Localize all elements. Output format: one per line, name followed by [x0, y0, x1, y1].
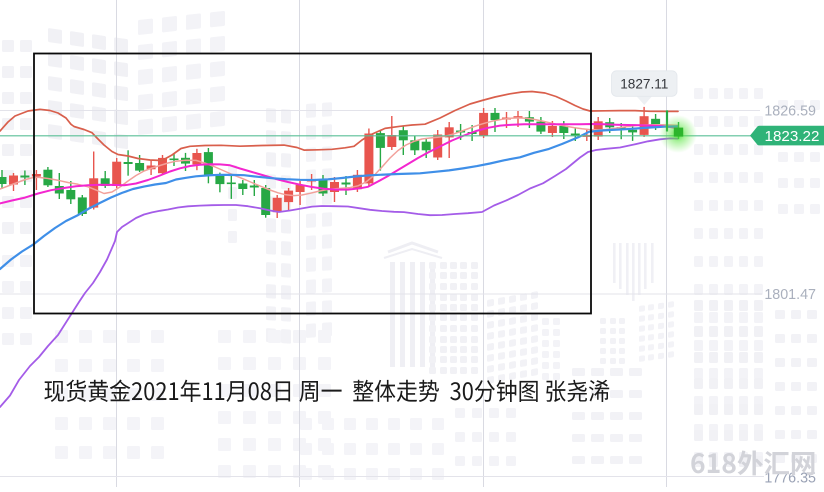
svg-text:1823.22: 1823.22: [765, 128, 820, 145]
svg-text:1826.59: 1826.59: [764, 103, 816, 119]
svg-text:1776.35: 1776.35: [764, 471, 816, 487]
svg-text:1827.11: 1827.11: [620, 77, 668, 92]
svg-text:1801.47: 1801.47: [764, 287, 816, 303]
